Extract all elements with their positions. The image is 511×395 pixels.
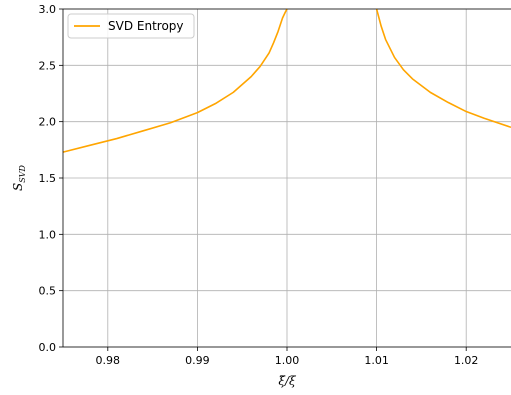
y-tick-label: 2.5 [39, 59, 57, 72]
x-tick-label: 1.02 [454, 354, 479, 367]
y-tick-label: 1.0 [39, 228, 57, 241]
y-tick-label: 0.0 [39, 341, 57, 354]
y-axis-label: SSVD [11, 164, 27, 190]
legend-entry-svd-entropy: SVD Entropy [108, 19, 184, 33]
y-axis-label-main: S [11, 183, 25, 191]
y-axis-label-sub: SVD [18, 164, 27, 182]
x-axis-label: ξ̃/ξ [278, 374, 297, 388]
tick-layer: 0.98 0.99 1.00 1.01 1.02 0.0 0.5 1.0 1.5 2.0 2.5 3.… [39, 3, 479, 367]
y-tick-label: 1.5 [39, 172, 57, 185]
y-tick-label: 3.0 [39, 3, 57, 16]
svd-entropy-line [62, 8, 288, 153]
x-tick-label: 0.98 [96, 354, 121, 367]
y-tick-label: 0.5 [39, 285, 57, 298]
legend-box [67, 13, 195, 39]
legend: SVD Entropy [67, 13, 195, 39]
x-tick-label: 1.01 [364, 354, 389, 367]
x-tick-label: 1.00 [275, 354, 300, 367]
svd-entropy-line [375, 8, 511, 129]
grid [63, 8, 511, 348]
x-tick-label: 0.99 [185, 354, 210, 367]
y-tick-label: 2.0 [39, 116, 57, 129]
series-layer [62, 8, 511, 153]
